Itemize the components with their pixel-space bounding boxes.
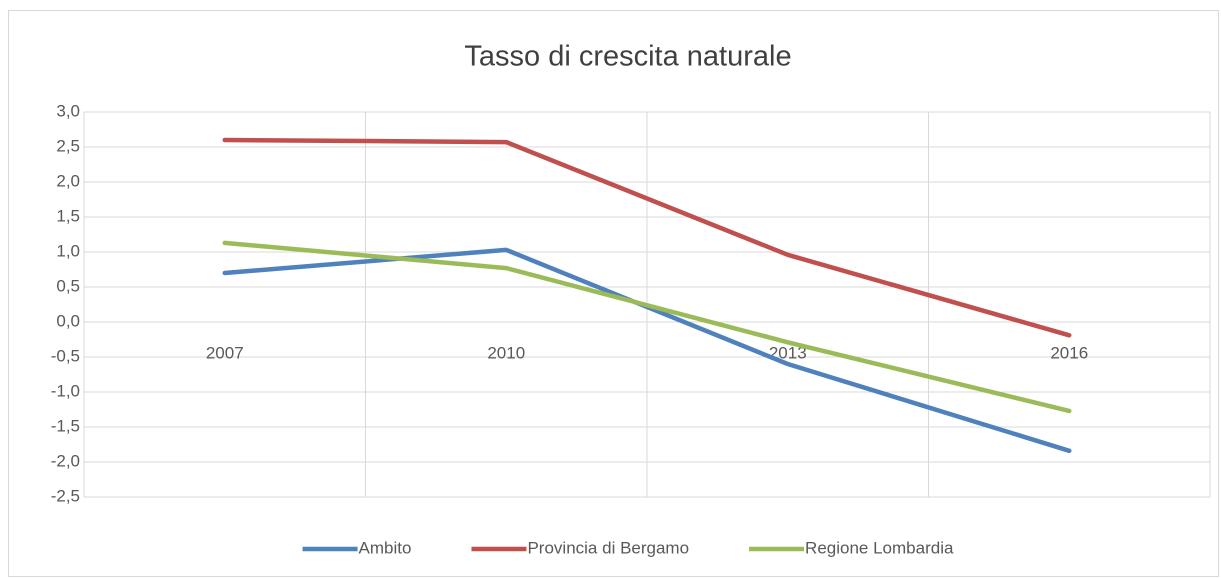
y-tick-label: 2,0 (56, 171, 80, 190)
y-tick-label: -2,0 (51, 451, 80, 470)
y-tick-label: -2,5 (51, 486, 80, 505)
legend-label: Ambito (359, 538, 412, 557)
y-tick-label: 0,0 (56, 311, 80, 330)
line-series (222, 137, 1072, 338)
x-tick-label: 2010 (487, 343, 525, 362)
y-tick-label: 2,5 (56, 136, 80, 155)
line-series (222, 240, 1072, 414)
y-tick-label: -1,0 (51, 381, 80, 400)
x-tick-label: 2013 (769, 343, 807, 362)
x-tick-label: 2007 (206, 343, 244, 362)
y-tick-label: 0,5 (56, 276, 80, 295)
y-tick-label: -0,5 (51, 346, 80, 365)
chart-title: Tasso di crescita naturale (464, 41, 791, 73)
x-tick-label: 2016 (1050, 343, 1088, 362)
y-tick-label: 1,5 (56, 206, 80, 225)
y-tick-label: 3,0 (56, 101, 80, 120)
y-tick-label: -1,5 (51, 416, 80, 435)
legend-label: Provincia di Bergamo (527, 538, 689, 557)
y-tick-label: 1,0 (56, 241, 80, 260)
legend-label: Regione Lombardia (805, 538, 954, 557)
